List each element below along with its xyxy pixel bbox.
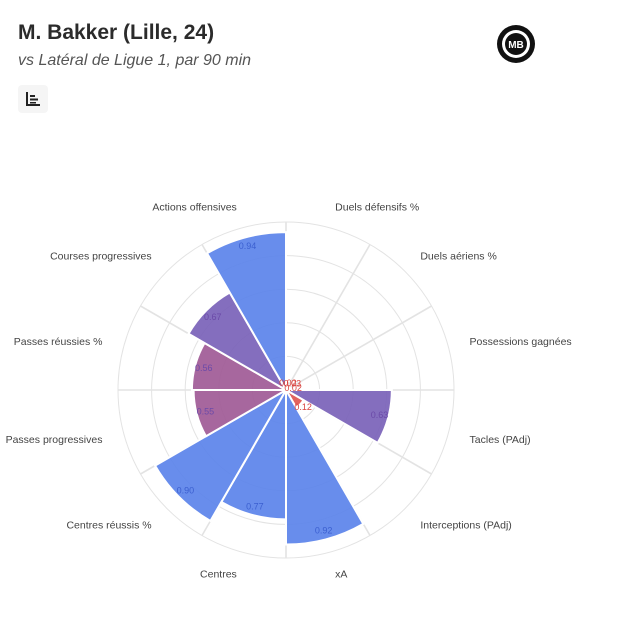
category-label: Passes progressives	[6, 434, 103, 446]
value-label: 0.77	[246, 501, 264, 511]
value-label: 0.55	[197, 407, 215, 417]
category-label: Duels aériens %	[420, 251, 496, 263]
bar-wedge	[205, 231, 287, 394]
category-label: Possessions gagnées	[470, 336, 572, 348]
category-label: Duels défensifs %	[335, 201, 419, 213]
bar-chart-menu-icon	[26, 92, 40, 106]
category-label: Courses progressives	[50, 251, 152, 263]
grid-spoke	[285, 305, 432, 391]
axis-labels: Duels défensifs % Duels aériens % Possessi…	[6, 201, 572, 580]
brand-logo: MB	[497, 25, 535, 63]
value-label: 0.56	[195, 363, 213, 373]
logo-text: MB	[508, 40, 524, 51]
page-subtitle: vs Latéral de Ligue 1, par 90 min	[18, 52, 252, 69]
category-label: Actions offensives	[152, 201, 236, 213]
category-label: Centres réussis %	[66, 519, 151, 531]
bar-wedge	[153, 387, 289, 523]
value-label: 0.63	[371, 410, 389, 420]
page-title: M. Bakker (Lille, 24)	[18, 21, 215, 44]
chart-bars	[153, 231, 393, 546]
chart-header: M. Bakker (Lille, 24) vs Latéral de Ligu…	[18, 20, 478, 72]
value-label: 0.92	[315, 526, 333, 536]
category-label: xA	[335, 569, 347, 581]
grid-spoke	[285, 244, 371, 391]
category-label: Passes réussies %	[14, 336, 103, 348]
value-label: 0.67	[204, 312, 222, 322]
value-label: 0.90	[177, 486, 195, 496]
value-label: 0.02	[279, 378, 297, 388]
category-label: Tacles (PAdj)	[470, 434, 531, 446]
bar-wedge	[285, 386, 365, 546]
chart-menu-button[interactable]	[18, 85, 48, 113]
value-label: 0.02	[284, 383, 302, 393]
value-label: 0.12	[294, 402, 312, 412]
category-label: Centres	[200, 569, 237, 581]
bar-wedge	[282, 389, 393, 445]
value-labels: 0.020.030.02 0.63 0.12 0.92 0.77 0.90 0.55 0.56…	[177, 241, 389, 535]
category-label: Interceptions (PAdj)	[420, 519, 511, 531]
value-label: 0.94	[239, 241, 257, 251]
value-label: 0.03	[284, 379, 302, 389]
